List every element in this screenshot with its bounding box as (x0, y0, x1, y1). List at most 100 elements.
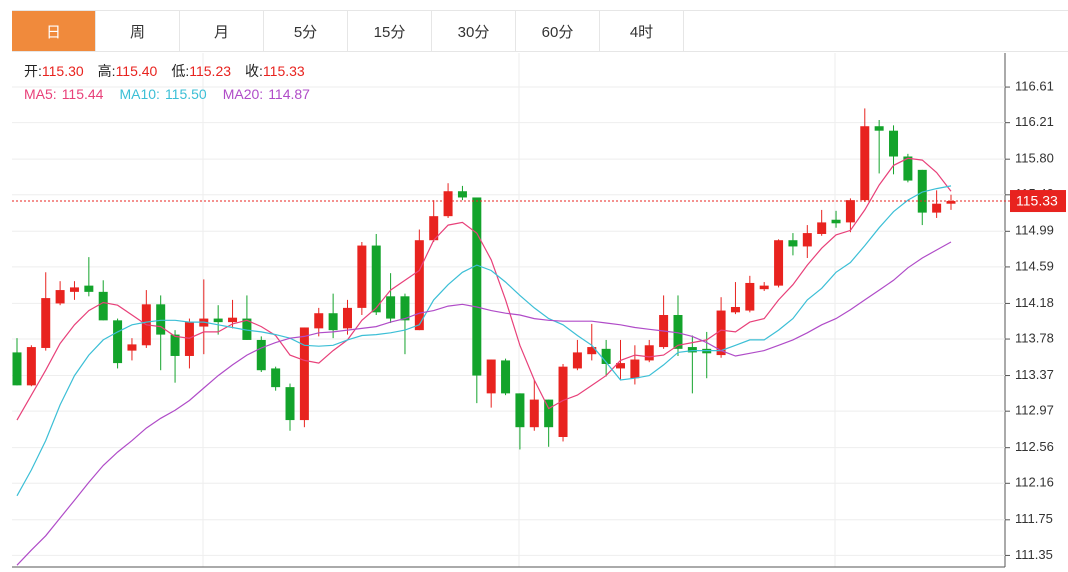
candle-body (501, 360, 511, 394)
candle-body (889, 130, 899, 157)
candle-body (457, 191, 467, 198)
candle-body (184, 322, 194, 356)
tab[interactable]: 30分 (432, 11, 516, 51)
candle-body (802, 233, 812, 247)
candle-body (544, 399, 554, 428)
legend-value: 115.44 (62, 86, 104, 102)
y-tick-label: 115.80 (1015, 151, 1054, 166)
candle-body (572, 352, 582, 369)
summary-label: 低: (171, 63, 189, 79)
candle-body (113, 320, 123, 364)
legend-name: MA5: (24, 86, 57, 102)
legend-name: MA10: (119, 86, 159, 102)
y-tick-label: 114.59 (1015, 258, 1054, 273)
y-tick-label: 114.18 (1015, 295, 1054, 310)
candle-body (285, 387, 295, 421)
candle-body (616, 363, 626, 369)
candle-body (256, 339, 266, 371)
candle-body (98, 291, 108, 321)
candle-body (371, 245, 381, 313)
candle-body (26, 347, 36, 386)
candle-body (414, 240, 424, 331)
candle-body (831, 219, 841, 224)
candle-body (845, 200, 855, 223)
candle-body (357, 245, 367, 308)
legend-value: 115.50 (165, 86, 207, 102)
candle-body (328, 313, 338, 331)
y-tick-label: 113.37 (1015, 367, 1054, 382)
y-tick-label: 113.78 (1015, 330, 1054, 345)
candle-body (529, 399, 539, 428)
summary-label: 高: (98, 63, 116, 79)
candle-body (817, 222, 827, 234)
last-price-label: 115.33 (1016, 193, 1058, 209)
candle-body (903, 156, 913, 181)
candle-body (687, 347, 697, 353)
candle-body (486, 359, 496, 394)
candle-body (788, 240, 798, 247)
tab[interactable]: 5分 (264, 11, 348, 51)
summary-value: 115.23 (189, 63, 231, 79)
tab[interactable]: 4时 (600, 11, 684, 51)
candle-body (443, 191, 453, 217)
ma-line (16, 185, 952, 497)
candle-body (213, 318, 223, 323)
candle-body (127, 344, 137, 351)
candle-body (716, 310, 726, 356)
candle-body (515, 393, 525, 428)
candle-body (673, 315, 683, 349)
y-tick-label: 116.21 (1015, 114, 1054, 129)
candle-body (932, 203, 942, 213)
candle-body (630, 359, 640, 379)
y-tick-label: 112.97 (1015, 403, 1054, 418)
candle-body (946, 201, 956, 204)
summary-label: 开: (24, 63, 42, 79)
candle-body (429, 216, 439, 241)
y-tick-label: 111.75 (1015, 511, 1053, 526)
candle-body (55, 290, 65, 304)
last-price-tag (1010, 190, 1066, 213)
candle-body (242, 318, 252, 340)
legend-name: MA20: (223, 86, 263, 102)
candle-body (730, 306, 740, 313)
summary-value: 115.33 (263, 63, 305, 79)
candle-body (12, 352, 22, 386)
legend-value: 114.87 (268, 86, 310, 102)
candle-body (745, 282, 755, 311)
candle-body (299, 327, 309, 421)
candle-body (472, 197, 482, 376)
candle-body (84, 285, 94, 292)
candle-body (774, 240, 784, 286)
candle-body (271, 368, 281, 388)
ma-line (16, 241, 952, 566)
candle-body (759, 285, 769, 290)
tab[interactable]: 日 (12, 11, 96, 51)
y-tick-label: 112.56 (1015, 439, 1054, 454)
candle-body (41, 298, 51, 348)
ohlc-summary: 开:115.30 高:115.40 低:115.23 收:115.33 (24, 63, 305, 79)
candle-body (558, 366, 568, 437)
candle-body (874, 126, 884, 131)
candle-body (156, 304, 166, 335)
summary-value: 115.30 (42, 63, 84, 79)
candle-body (917, 169, 927, 213)
candle-body (170, 334, 180, 356)
candle-body (228, 317, 238, 323)
y-tick-label: 111.35 (1015, 547, 1053, 562)
candle-body (386, 296, 396, 319)
candle-body (400, 296, 410, 321)
y-tick-label: 114.99 (1015, 223, 1054, 238)
summary-value: 115.40 (116, 63, 158, 79)
candle-body (587, 347, 597, 355)
tab[interactable]: 60分 (516, 11, 600, 51)
y-tick-label: 112.16 (1015, 475, 1054, 490)
candle-body (314, 313, 324, 329)
y-tick-label: 116.61 (1015, 78, 1054, 93)
candle-body (601, 348, 611, 364)
tab[interactable]: 15分 (348, 11, 432, 51)
summary-label: 收: (245, 63, 263, 79)
ma-line (16, 157, 952, 421)
tab[interactable]: 周 (96, 11, 180, 51)
tab[interactable]: 月 (180, 11, 264, 51)
